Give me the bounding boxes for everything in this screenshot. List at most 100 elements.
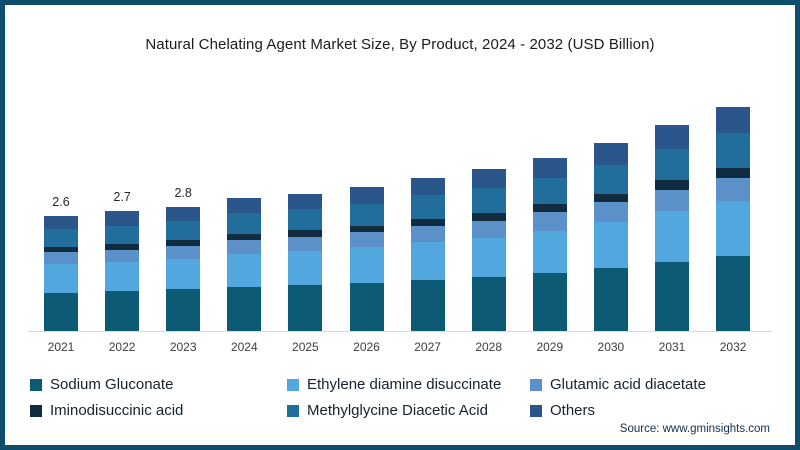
legend-swatch-icon: [530, 378, 542, 391]
bar-segment-glutamic-acid-diacetate: [471, 220, 506, 238]
bar-2030: [593, 142, 628, 331]
bar-segment-others: [288, 193, 323, 210]
bar-segment-sodium-gluconate: [349, 282, 384, 331]
bar-2023: [166, 207, 201, 331]
bar-segment-methylglycine-diacetic-acid: [593, 164, 628, 194]
bar-segment-iminodisuccinic-acid: [166, 240, 201, 247]
bar-segment-sodium-gluconate: [655, 261, 689, 331]
chart-title: Natural Chelating Agent Market Size, By …: [145, 36, 655, 53]
bar-segment-ethylene-diamine-disuccinate: [288, 251, 323, 285]
bar-segment-glutamic-acid-diacetate: [288, 236, 323, 252]
bar-segment-sodium-gluconate: [227, 286, 262, 331]
bar-2026: [349, 187, 384, 331]
legend-swatch-icon: [30, 378, 42, 391]
bar-segment-iminodisuccinic-acid: [410, 218, 445, 227]
bar-segment-ethylene-diamine-disuccinate: [532, 230, 567, 273]
legend-label: Glutamic acid diacetate: [550, 376, 706, 393]
legend-item-sodium-gluconate: Sodium Gluconate: [30, 376, 173, 393]
bar-segment-glutamic-acid-diacetate: [166, 246, 201, 259]
bar-2021: [44, 215, 78, 331]
bar-2028: [471, 169, 506, 331]
bar-total-label-2023: 2.8: [174, 185, 192, 200]
bar-segment-ethylene-diamine-disuccinate: [716, 201, 751, 257]
x-axis-label-2021: 2021: [47, 340, 75, 354]
bar-segment-iminodisuccinic-acid: [44, 246, 78, 253]
bar-total-label-2022: 2.7: [113, 190, 131, 205]
bar-segment-methylglycine-diacetic-acid: [410, 195, 445, 219]
bar-segment-others: [410, 178, 445, 196]
legend-item-ethylene-diamine-disuccinate: Ethylene diamine disuccinate: [287, 376, 501, 393]
bar-segment-others: [105, 211, 140, 226]
x-axis-line: [28, 331, 772, 332]
bar-segment-others: [716, 107, 751, 133]
bar-segment-iminodisuccinic-acid: [288, 230, 323, 237]
bar-segment-methylglycine-diacetic-acid: [227, 213, 262, 235]
legend-item-others: Others: [530, 402, 595, 419]
bar-segment-ethylene-diamine-disuccinate: [410, 241, 445, 280]
bar-segment-glutamic-acid-diacetate: [105, 249, 140, 262]
bar-segment-methylglycine-diacetic-acid: [44, 229, 78, 247]
x-axis-label-2032: 2032: [719, 340, 747, 354]
bar-segment-sodium-gluconate: [716, 256, 751, 331]
bar-2027: [410, 178, 445, 331]
x-axis-label-2028: 2028: [475, 340, 503, 354]
bar-segment-iminodisuccinic-acid: [227, 234, 262, 241]
legend-swatch-icon: [287, 378, 299, 391]
bar-segment-ethylene-diamine-disuccinate: [593, 222, 628, 269]
x-axis-label-2029: 2029: [536, 340, 564, 354]
x-axis-label-2027: 2027: [414, 340, 441, 354]
bar-segment-others: [593, 142, 628, 165]
bar-segment-methylglycine-diacetic-acid: [166, 221, 201, 241]
bar-segment-others: [532, 158, 567, 178]
bar-segment-methylglycine-diacetic-acid: [471, 188, 506, 214]
bar-segment-ethylene-diamine-disuccinate: [166, 258, 201, 290]
bar-segment-glutamic-acid-diacetate: [532, 212, 567, 231]
legend-swatch-icon: [287, 404, 299, 417]
bar-2022: [105, 211, 140, 331]
x-axis-label-2023: 2023: [169, 340, 197, 354]
bar-segment-others: [44, 215, 78, 230]
legend-item-glutamic-acid-diacetate: Glutamic acid diacetate: [530, 376, 706, 393]
bar-segment-iminodisuccinic-acid: [105, 244, 140, 250]
bar-segment-iminodisuccinic-acid: [532, 204, 567, 213]
legend-item-iminodisuccinic-acid: Iminodisuccinic acid: [30, 402, 183, 419]
bar-segment-sodium-gluconate: [410, 279, 445, 331]
bar-segment-others: [471, 169, 506, 189]
legend-swatch-icon: [30, 404, 42, 417]
bar-segment-glutamic-acid-diacetate: [44, 252, 78, 265]
bar-segment-ethylene-diamine-disuccinate: [105, 261, 140, 292]
bar-segment-iminodisuccinic-acid: [593, 193, 628, 203]
bar-segment-sodium-gluconate: [471, 277, 506, 331]
bar-segment-iminodisuccinic-acid: [716, 167, 751, 178]
bar-segment-methylglycine-diacetic-acid: [105, 225, 140, 245]
bar-segment-methylglycine-diacetic-acid: [532, 177, 567, 205]
x-axis-label-2031: 2031: [658, 340, 686, 354]
bar-segment-iminodisuccinic-acid: [471, 213, 506, 221]
bar-segment-sodium-gluconate: [593, 268, 628, 331]
legend-label: Iminodisuccinic acid: [50, 402, 184, 419]
bar-segment-others: [166, 207, 201, 222]
bar-segment-glutamic-acid-diacetate: [349, 232, 384, 248]
legend-label: Sodium Gluconate: [50, 376, 174, 393]
legend-label: Others: [550, 402, 596, 419]
bar-segment-glutamic-acid-diacetate: [655, 189, 689, 212]
bar-segment-others: [349, 187, 384, 204]
bar-segment-methylglycine-diacetic-acid: [288, 209, 323, 231]
x-axis-label-2022: 2022: [108, 340, 136, 354]
bar-segment-iminodisuccinic-acid: [349, 225, 384, 233]
x-axis-label-2024: 2024: [230, 340, 258, 354]
bar-segment-ethylene-diamine-disuccinate: [655, 211, 689, 262]
bar-2031: [655, 125, 689, 331]
bar-segment-others: [655, 125, 689, 149]
legend-label: Ethylene diamine disuccinate: [307, 376, 502, 393]
legend-label: Methylglycine Diacetic Acid: [307, 402, 488, 419]
bar-2032: [716, 107, 751, 331]
source-attribution: Source: www.gminsights.com: [619, 423, 770, 435]
bar-segment-glutamic-acid-diacetate: [410, 226, 445, 242]
bar-segment-others: [227, 198, 262, 214]
bar-segment-sodium-gluconate: [44, 292, 78, 331]
bar-2025: [288, 193, 323, 331]
bar-2029: [532, 158, 567, 331]
bar-segment-glutamic-acid-diacetate: [227, 240, 262, 254]
